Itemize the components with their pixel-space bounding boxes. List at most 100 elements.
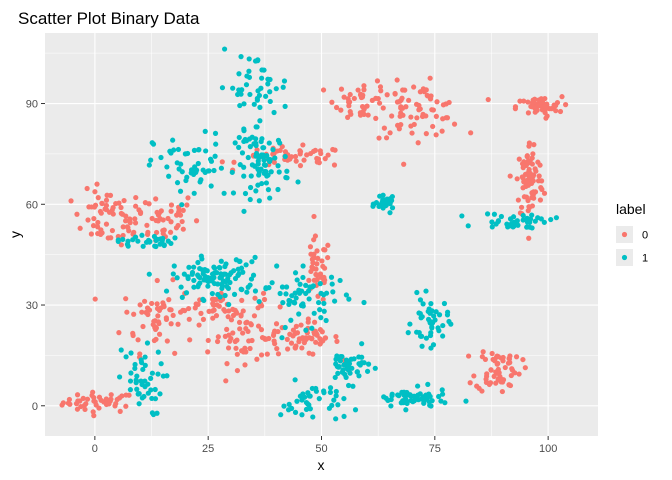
data-point-label-0 [515, 197, 521, 203]
data-point-label-1 [158, 361, 164, 367]
data-point-label-0 [377, 84, 384, 90]
data-point-label-1 [191, 284, 197, 290]
data-point-label-0 [123, 296, 129, 302]
data-point-label-0 [416, 102, 422, 109]
data-point-label-0 [168, 307, 174, 313]
data-point-label-1 [281, 403, 287, 409]
data-point-label-1 [243, 262, 249, 268]
data-point-label-1 [157, 241, 163, 247]
data-point-label-0 [186, 305, 192, 312]
data-point-label-0 [329, 99, 335, 105]
data-point-label-1 [161, 242, 167, 248]
data-point-label-0 [509, 367, 516, 373]
data-point-label-0 [137, 302, 143, 308]
data-point-label-0 [209, 296, 216, 302]
data-point-label-1 [120, 236, 126, 242]
data-point-label-0 [402, 87, 408, 93]
data-point-label-1 [489, 219, 495, 225]
data-point-label-1 [247, 143, 253, 150]
data-point-label-0 [320, 87, 327, 93]
data-point-label-0 [292, 345, 298, 351]
data-point-label-1 [318, 315, 324, 321]
data-point-label-0 [318, 274, 325, 281]
data-point-label-1 [182, 151, 188, 157]
data-point-label-1 [389, 205, 396, 211]
data-point-label-1 [414, 289, 420, 296]
data-point-label-1 [351, 356, 357, 362]
data-point-label-1 [232, 140, 238, 146]
data-point-label-1 [529, 212, 535, 218]
data-point-label-0 [416, 107, 422, 113]
data-point-label-1 [255, 158, 261, 164]
data-point-label-0 [274, 346, 280, 352]
data-point-label-1 [221, 46, 228, 52]
data-point-label-1 [335, 402, 341, 408]
data-point-label-1 [166, 173, 172, 179]
data-point-label-0 [239, 297, 245, 303]
data-point-label-0 [361, 83, 367, 89]
data-point-label-1 [527, 216, 534, 222]
data-point-label-1 [237, 162, 243, 168]
data-point-label-0 [156, 331, 163, 337]
data-point-label-1 [224, 283, 230, 290]
data-point-label-1 [286, 401, 292, 407]
data-point-label-1 [333, 393, 339, 399]
data-point-label-1 [415, 383, 421, 389]
data-point-label-1 [256, 198, 262, 204]
data-point-label-0 [314, 332, 320, 338]
data-point-label-1 [222, 292, 228, 299]
data-point-label-0 [170, 312, 176, 318]
data-point-label-0 [91, 215, 97, 222]
data-point-label-1 [217, 265, 223, 271]
data-point-label-0 [528, 180, 535, 186]
data-point-label-0 [434, 99, 440, 105]
data-point-label-1 [265, 187, 272, 193]
data-point-label-0 [313, 339, 319, 345]
data-point-label-0 [108, 235, 114, 241]
data-point-label-0 [227, 338, 233, 344]
data-point-label-0 [325, 254, 331, 261]
data-point-label-0 [523, 194, 530, 200]
data-point-label-0 [423, 87, 429, 93]
data-point-label-0 [310, 351, 316, 357]
data-point-label-0 [539, 99, 546, 105]
data-point-label-1 [149, 370, 155, 376]
data-point-label-0 [195, 301, 201, 308]
data-point-label-0 [378, 88, 384, 94]
data-point-label-0 [126, 392, 132, 398]
data-point-label-0 [525, 99, 531, 105]
data-point-label-1 [179, 202, 185, 208]
data-point-label-0 [103, 207, 110, 213]
data-point-label-1 [170, 271, 176, 277]
data-point-label-1 [203, 148, 209, 154]
data-point-label-1 [321, 300, 327, 306]
data-point-label-0 [409, 130, 415, 136]
data-point-label-1 [337, 277, 343, 284]
data-point-label-0 [154, 301, 160, 307]
data-point-label-1 [303, 282, 309, 288]
data-point-label-0 [408, 114, 414, 120]
data-point-label-1 [345, 382, 352, 389]
data-point-label-0 [557, 108, 564, 115]
data-point-label-1 [132, 365, 138, 372]
data-point-label-0 [322, 335, 329, 341]
data-point-label-1 [436, 312, 443, 318]
data-point-label-1 [333, 388, 339, 395]
data-point-label-0 [423, 131, 429, 137]
data-point-label-0 [160, 217, 166, 223]
data-point-label-0 [532, 109, 538, 115]
data-point-label-1 [209, 290, 215, 297]
data-point-label-0 [225, 314, 231, 320]
data-point-label-0 [166, 297, 172, 303]
data-point-label-1 [149, 140, 155, 146]
data-point-label-1 [142, 354, 148, 360]
data-point-label-1 [155, 349, 161, 355]
data-point-label-0 [440, 116, 446, 122]
data-point-label-0 [293, 323, 299, 329]
data-point-label-1 [177, 188, 184, 194]
data-point-label-1 [185, 275, 191, 282]
data-point-label-1 [249, 162, 255, 168]
data-point-label-0 [187, 337, 193, 343]
data-point-label-1 [346, 361, 353, 367]
data-point-label-1 [507, 216, 514, 222]
